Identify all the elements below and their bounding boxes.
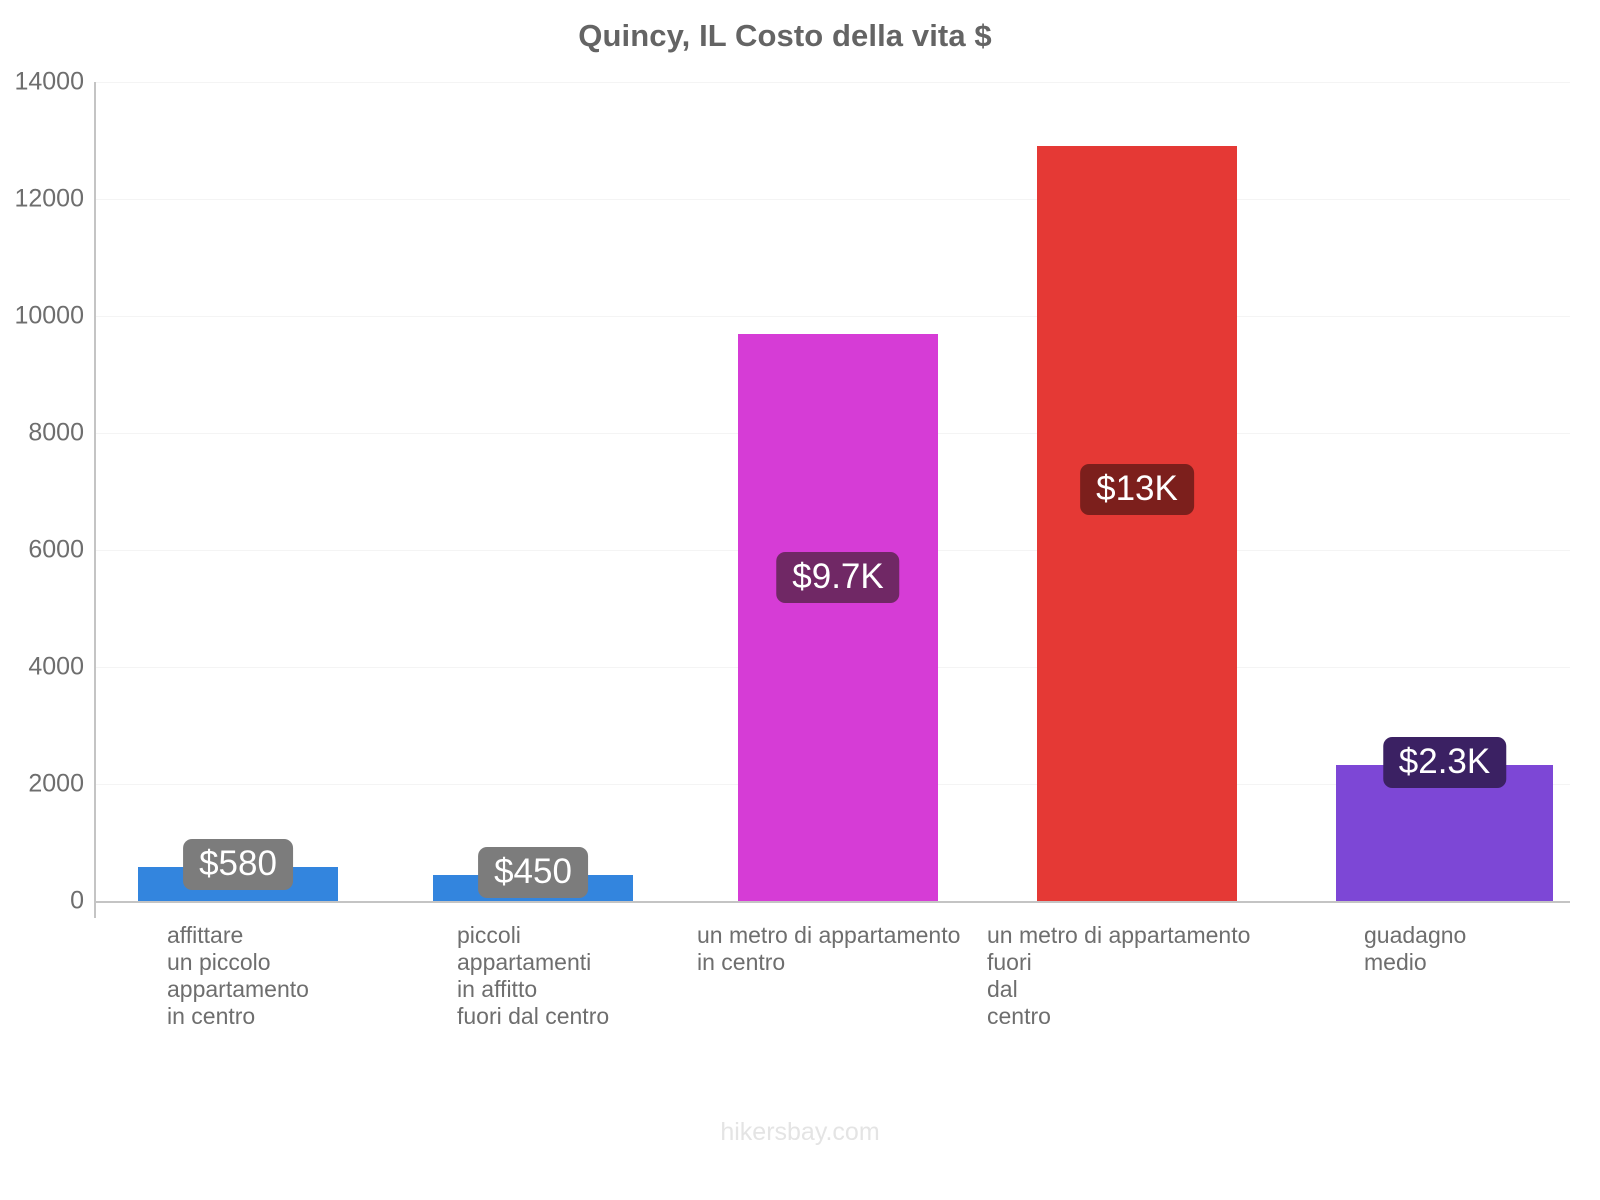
plot-area — [96, 82, 1570, 903]
x-category-label: guadagno medio — [1364, 922, 1467, 975]
y-axis-line — [94, 82, 96, 918]
gridline — [96, 199, 1570, 200]
x-category-label: piccoli appartamenti in affitto fuori da… — [457, 922, 610, 1029]
bar[interactable] — [738, 333, 938, 901]
bar-value-label: $580 — [183, 839, 293, 891]
gridline — [96, 901, 1570, 903]
y-tick-label: 4000 — [28, 652, 84, 681]
y-tick-label: 2000 — [28, 769, 84, 798]
bar-value-label: $13K — [1080, 464, 1194, 516]
y-tick-label: 14000 — [14, 67, 84, 96]
y-tick-label: 6000 — [28, 535, 84, 564]
y-tick-label: 12000 — [14, 184, 84, 213]
x-category-label: un metro di appartamento in centro — [697, 922, 961, 975]
y-tick-label: 10000 — [14, 301, 84, 330]
y-tick-label: 8000 — [28, 418, 84, 447]
site-watermark: hikersbay.com — [720, 1118, 880, 1146]
x-category-label: un metro di appartamento fuori dal centr… — [987, 922, 1251, 1029]
y-tick-label: 0 — [70, 886, 84, 915]
bar-value-label: $9.7K — [776, 551, 900, 603]
page-title: Quincy, IL Costo della vita $ — [578, 18, 992, 53]
x-category-label: affittare un piccolo appartamento in cen… — [167, 922, 309, 1029]
bar[interactable] — [1037, 146, 1237, 901]
gridline — [96, 316, 1570, 317]
gridline — [96, 82, 1570, 83]
bar-value-label: $450 — [478, 846, 588, 898]
bar-value-label: $2.3K — [1382, 736, 1507, 788]
